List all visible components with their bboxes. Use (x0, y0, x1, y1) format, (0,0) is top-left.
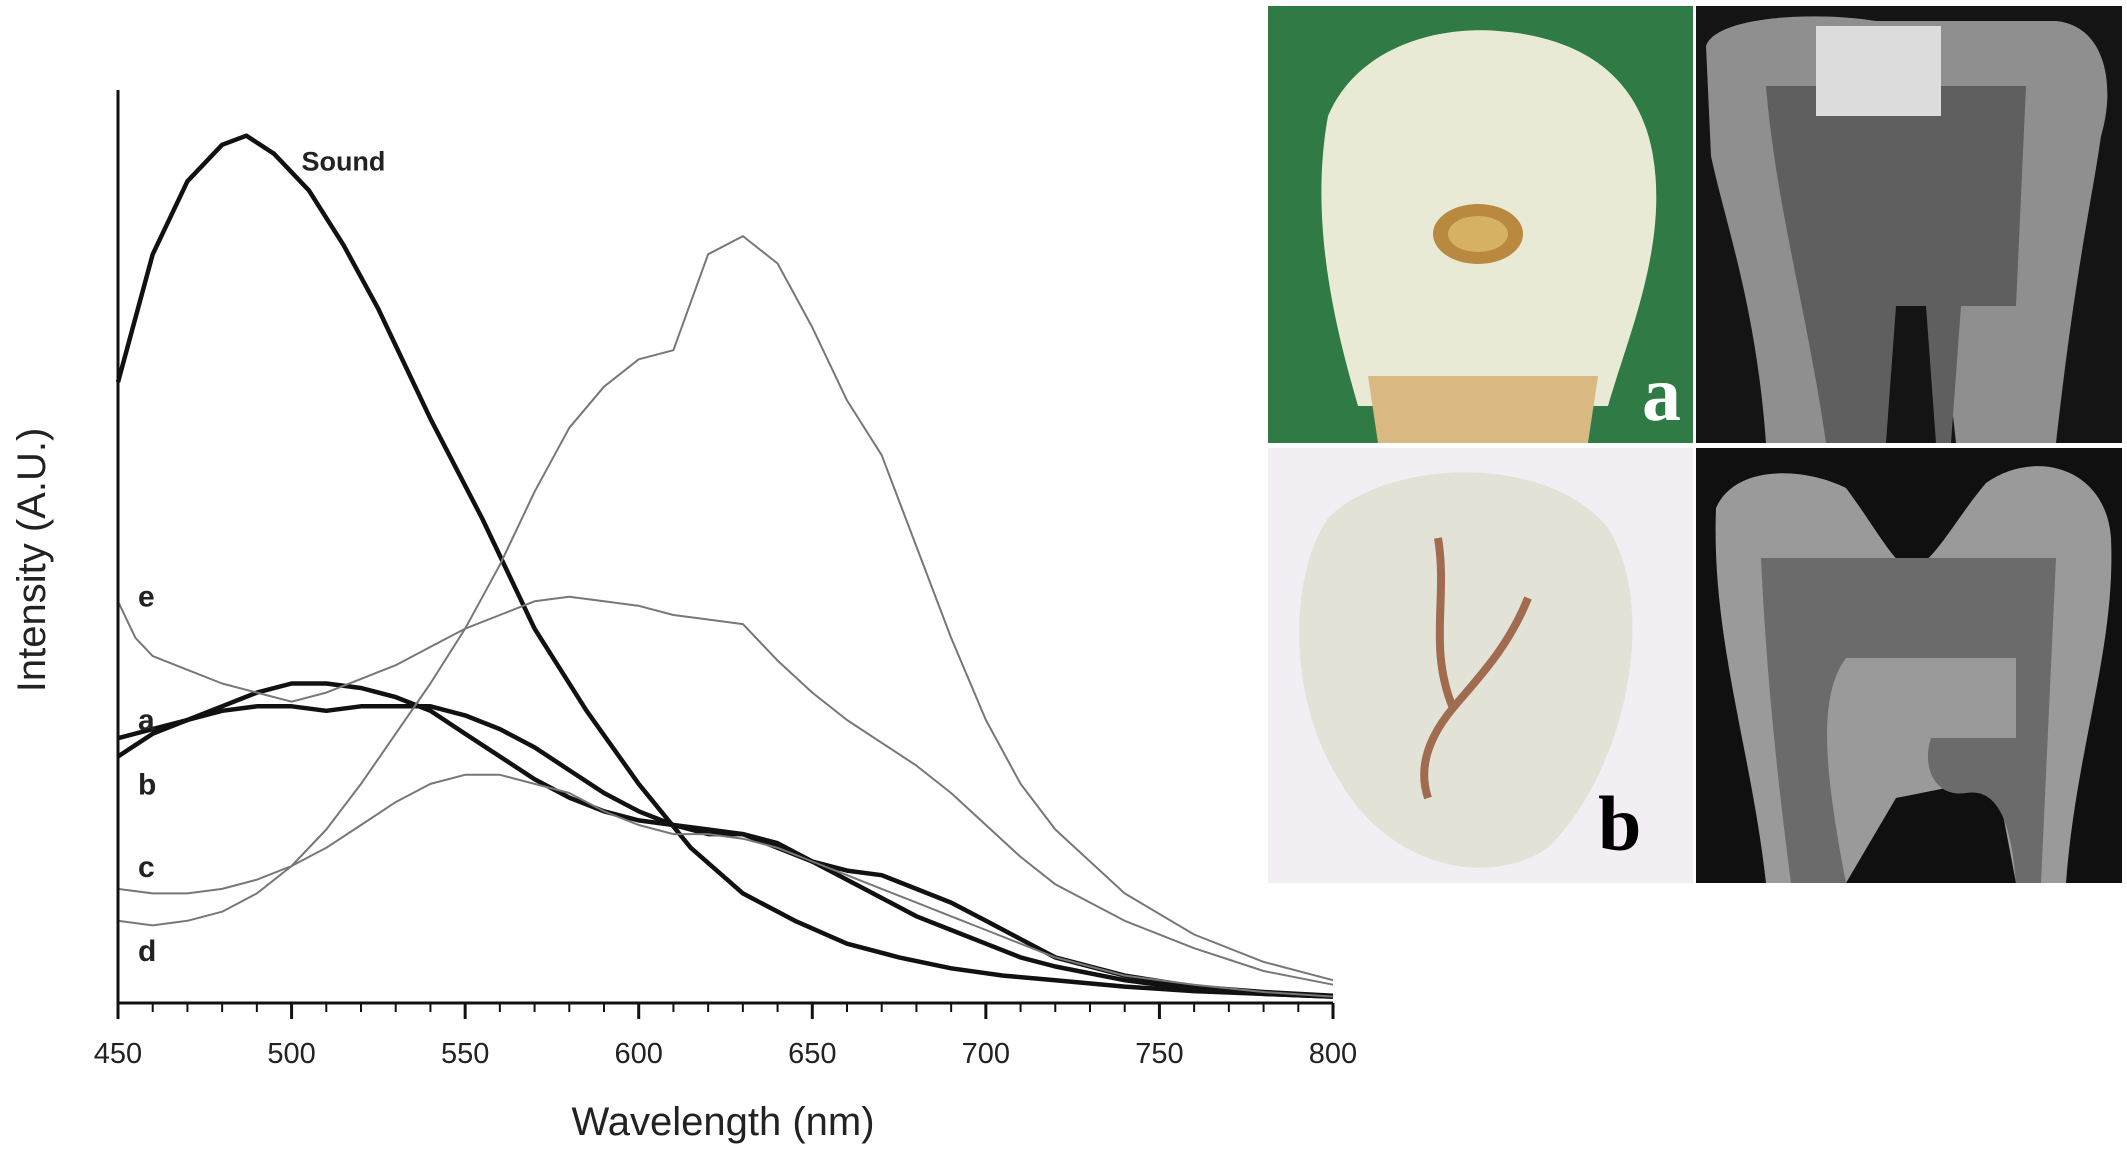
series-label-d: d (138, 935, 156, 968)
series-line-c (117, 773, 1334, 998)
series-label-c: c (138, 851, 155, 884)
series-label-b: b (138, 768, 156, 801)
tooth-photo-a: a (1268, 6, 1693, 443)
series-line-a (117, 704, 1334, 998)
xray-scan-b (1696, 448, 2122, 883)
series-label-a: a (138, 704, 155, 737)
series-label-sound: Sound (301, 147, 385, 177)
series-line-sound (115, 133, 1334, 999)
xray-scan-a (1696, 6, 2122, 443)
x-tick-label: 800 (1309, 1038, 1357, 1070)
panel-a-label: a (1642, 350, 1681, 437)
x-tick-label: 650 (788, 1038, 836, 1070)
xray-scan-b-image (1696, 448, 2122, 883)
plot-lines (115, 133, 1334, 999)
chart-axes: 450 500 550 600 650 700 750 800 (94, 90, 1357, 1070)
x-tick-label: 450 (94, 1038, 142, 1070)
panel-b-label: b (1598, 780, 1642, 867)
series-labels: Sound ab c d e (138, 147, 385, 968)
y-axis-label: Intensity (A.U.) (10, 428, 54, 693)
x-tick-label: 700 (962, 1038, 1010, 1070)
x-tick-label: 500 (267, 1038, 315, 1070)
series-line-e (117, 595, 1334, 986)
x-tick-label: 550 (441, 1038, 489, 1070)
x-tick-label: 750 (1135, 1038, 1183, 1070)
tooth-photo-a-image (1268, 6, 1693, 443)
series-line-d (117, 235, 1334, 982)
tooth-photo-b: b (1268, 448, 1693, 883)
series-label-e: e (138, 580, 155, 613)
x-axis-label: Wavelength (nm) (571, 1100, 874, 1144)
tooth-photo-b-image (1268, 448, 1693, 883)
xray-scan-a-image (1696, 6, 2122, 443)
x-tick-label: 600 (615, 1038, 663, 1070)
series-line-b (116, 681, 1334, 999)
spectrum-chart: 450 500 550 600 650 700 750 800 Sound ab c d e Wave… (10, 90, 1357, 1144)
